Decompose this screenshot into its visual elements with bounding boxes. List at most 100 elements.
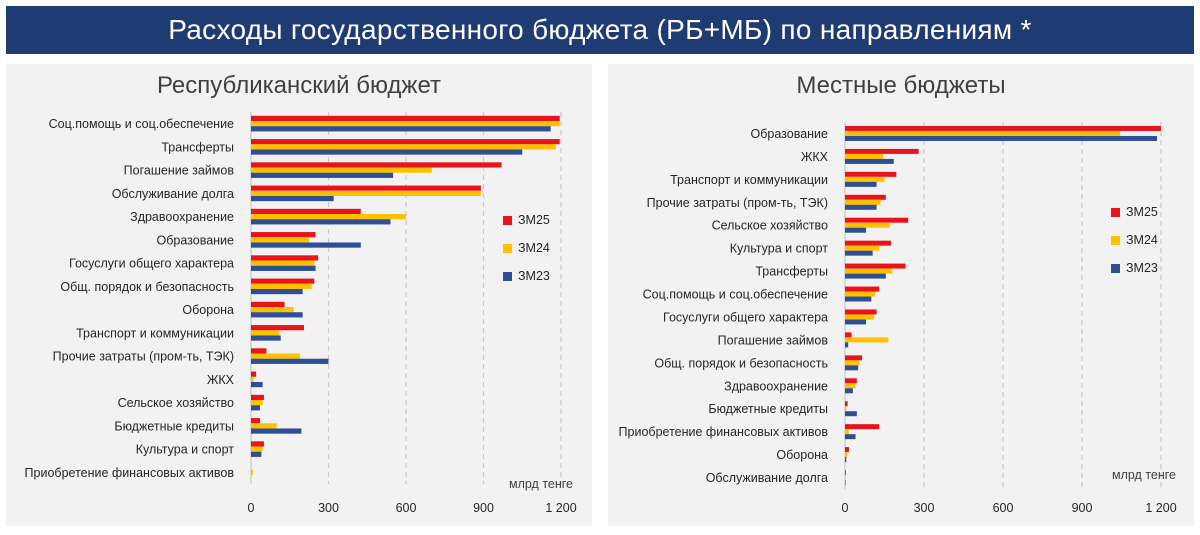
bar-ЗМ25: [845, 378, 857, 384]
bar-ЗМ25: [251, 139, 560, 145]
bar-ЗМ25: [251, 418, 261, 424]
republican-budget-panel: Республиканский бюджет Соц.помощь и соц.…: [6, 64, 592, 526]
bar-ЗМ24: [251, 260, 315, 266]
bar-ЗМ25: [845, 309, 877, 315]
category-label: Погашение займов: [124, 164, 235, 178]
bar-ЗМ23: [845, 411, 857, 417]
category-label: Обслуживание долга: [112, 187, 234, 201]
bar-ЗМ23: [251, 288, 303, 295]
category-label: Культура и спорт: [730, 242, 829, 256]
bar-ЗМ25: [845, 286, 880, 292]
category-label: Соц.помощь и соц.обеспечение: [49, 117, 234, 131]
legend-label: ЗМ23: [1126, 261, 1158, 275]
bar-ЗМ23: [251, 335, 281, 341]
bar-ЗМ24: [251, 121, 560, 127]
x-tick-label: 0: [248, 501, 255, 515]
local-budgets-panel: Местные бюджеты Образование ЖКХ Транспорт …: [608, 64, 1194, 526]
page-title: Расходы государственного бюджета (РБ+МБ)…: [168, 14, 1032, 45]
bar-ЗМ23: [251, 358, 329, 364]
bar-ЗМ23: [251, 195, 334, 202]
bar-ЗМ23: [845, 135, 1158, 141]
local-budgets-chart: Образование ЖКХ Транспорт и коммуникации Пр…: [619, 122, 1177, 515]
bar-ЗМ25: [251, 232, 316, 238]
category-label: Общ. порядок и безопасность: [60, 280, 234, 294]
category-label: Трансферты: [161, 140, 234, 154]
bar-ЗМ24: [251, 446, 263, 452]
category-label: Сельское хозяйство: [118, 396, 234, 410]
bar-ЗМ24: [845, 199, 881, 205]
bar-ЗМ23: [845, 457, 847, 463]
bar-ЗМ23: [845, 204, 877, 210]
bar-ЗМ23: [845, 250, 873, 256]
bar-ЗМ24: [251, 423, 277, 429]
bar-ЗМ23: [251, 265, 316, 271]
bar-ЗМ24: [251, 144, 556, 150]
bar-ЗМ25: [845, 332, 852, 338]
legend-label: ЗМ25: [518, 213, 550, 227]
category-label: Госуслуги общего характера: [69, 257, 234, 271]
bar-ЗМ23: [251, 126, 551, 132]
bar-ЗМ24: [845, 176, 885, 182]
category-label: Образование: [751, 127, 829, 141]
bar-ЗМ23: [845, 319, 867, 325]
bar-ЗМ24: [251, 469, 254, 475]
category-label: Прочие затраты (пром-ть, ТЭК): [53, 350, 234, 364]
category-label: Здравоохранение: [724, 379, 828, 393]
bar-ЗМ24: [251, 167, 432, 173]
bar-ЗМ23: [251, 149, 523, 155]
bar-ЗМ25: [845, 447, 849, 453]
x-tick-label: 900: [473, 501, 494, 515]
category-label: ЖКХ: [207, 373, 235, 387]
category-label: Сельское хозяйство: [712, 219, 828, 233]
bar-ЗМ25: [845, 171, 897, 177]
bar-ЗМ24: [251, 283, 312, 289]
x-tick-label: 1 200: [545, 501, 576, 515]
bar-ЗМ25: [845, 470, 846, 476]
category-label: Соц.помощь и соц.обеспечение: [643, 288, 828, 302]
legend-swatch: [503, 216, 512, 225]
legend-swatch: [503, 272, 512, 281]
category-label: Оборона: [776, 448, 828, 462]
category-label: Образование: [157, 233, 235, 247]
bar-ЗМ23: [845, 273, 886, 279]
bar-ЗМ24: [845, 452, 848, 458]
legend-swatch: [1111, 236, 1120, 245]
bar-ЗМ24: [845, 222, 890, 228]
bar-ЗМ23: [251, 312, 303, 318]
bar-ЗМ25: [845, 217, 909, 223]
bar-ЗМ25: [845, 148, 919, 154]
chart-title: Республиканский бюджет: [156, 72, 442, 99]
bar-ЗМ24: [845, 130, 1121, 136]
category-label: Приобретение финансовых активов: [25, 466, 235, 480]
category-label: ЖКХ: [801, 150, 829, 164]
bar-ЗМ25: [845, 263, 906, 269]
bar-ЗМ25: [251, 278, 315, 284]
bar-ЗМ24: [251, 214, 406, 220]
bar-ЗМ23: [845, 296, 872, 302]
category-label: Обслуживание долга: [706, 471, 828, 485]
bar-ЗМ25: [251, 162, 502, 168]
bar-ЗМ23: [845, 365, 859, 371]
bar-ЗМ23: [251, 242, 361, 248]
category-label: Культура и спорт: [136, 443, 235, 457]
bar-ЗМ24: [845, 245, 880, 251]
category-label: Прочие затраты (пром-ть, ТЭК): [647, 196, 828, 210]
bar-ЗМ25: [251, 394, 264, 401]
bar-ЗМ24: [251, 376, 254, 382]
category-label: Здравоохранение: [130, 210, 234, 224]
bar-ЗМ23: [251, 172, 394, 178]
bar-ЗМ23: [845, 158, 894, 164]
bar-ЗМ24: [251, 307, 294, 313]
bar-ЗМ23: [845, 342, 849, 348]
bar-ЗМ25: [845, 240, 892, 246]
bar-ЗМ25: [251, 441, 264, 447]
category-label: Оборона: [182, 303, 234, 317]
bar-ЗМ25: [845, 125, 1161, 131]
bar-ЗМ24: [845, 153, 884, 159]
chart-title: Местные бюджеты: [796, 72, 1006, 99]
page-banner: Расходы государственного бюджета (РБ+МБ)…: [6, 6, 1194, 54]
bar-ЗМ23: [845, 434, 856, 440]
bar-ЗМ25: [251, 301, 285, 308]
bar-ЗМ24: [845, 360, 860, 366]
bar-ЗМ25: [845, 194, 886, 200]
